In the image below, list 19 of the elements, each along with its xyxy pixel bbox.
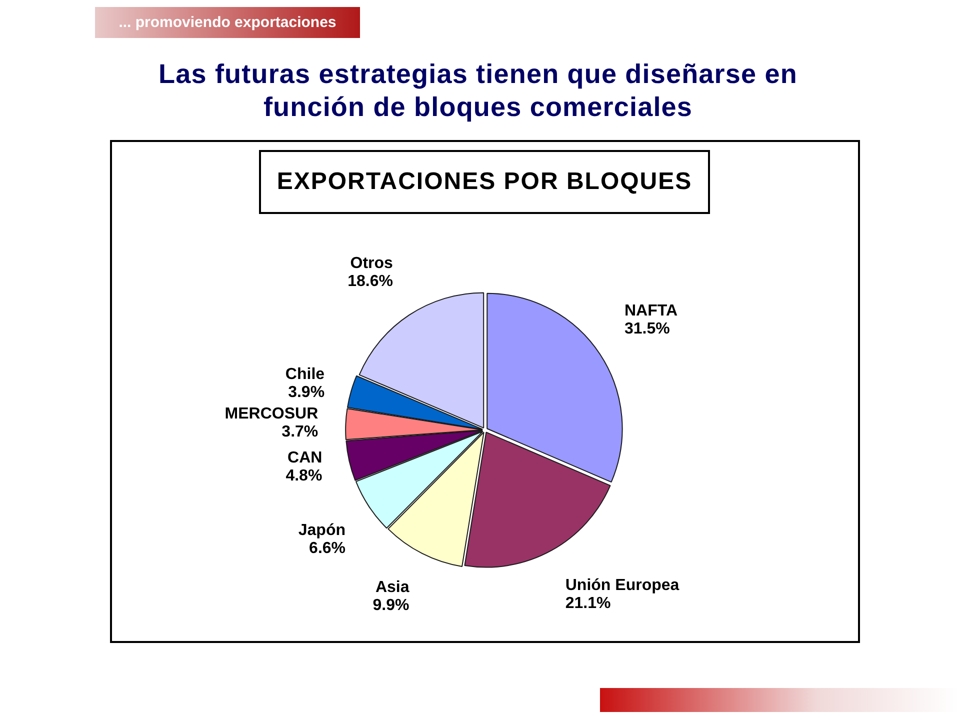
data-label: 31.5% [624,320,670,338]
slice-label: CAN [288,450,322,467]
chart-title: Las futuras estrategias tienen que diseñarse en función de bloques comerciales [158,59,798,122]
data-label: 3.9% [288,384,325,402]
slice-label: NAFTA [624,302,678,320]
slice-label: Asia [375,579,410,596]
chart-subtitle: EXPORTACIONES POR BLOQUES [276,168,692,196]
slice-label: MERCOSUR [224,405,319,422]
data-label: 3.7% [282,423,318,440]
data-label: 4.8% [286,468,322,485]
text: ... promoviendo exportaciones [118,14,336,31]
data-label: 9.9% [372,597,410,614]
slice-label: Chile [285,366,325,384]
slice-label: Unión Europea [565,576,680,594]
data-label: 21.1% [565,594,611,612]
slice-label: Japón [298,522,346,540]
data-label: 18.6% [348,273,393,290]
data-label: 6.6% [309,540,346,558]
slice-label: Otros [350,255,394,272]
